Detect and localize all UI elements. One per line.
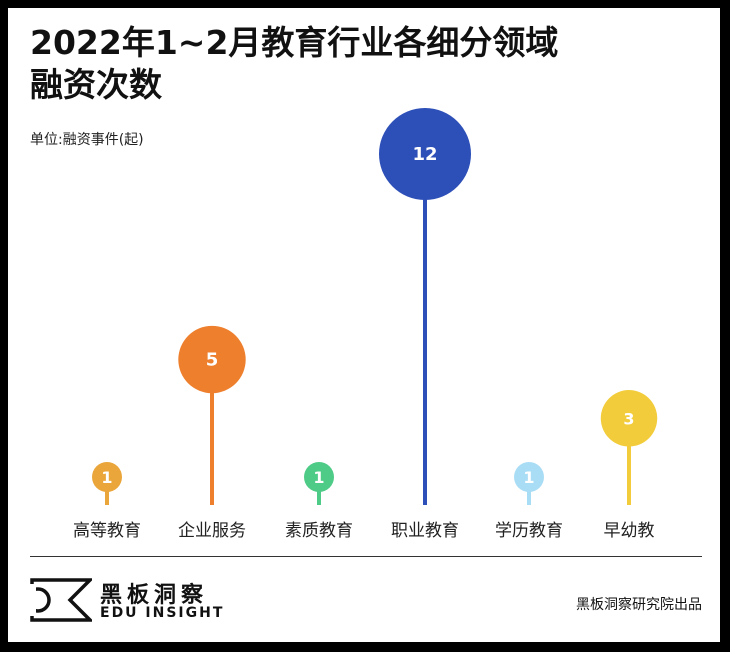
- lollipop-bubble: [514, 462, 544, 492]
- lollipop-chart: 1 高等教育 5 企业服务 1 素质教育 12 职业教育 1 学历教育 3 早幼教: [73, 108, 658, 541]
- chart-card: 2022年1~2月教育行业各细分领域 融资次数 单位:融资事件(起) 1 高等教育…: [8, 8, 720, 642]
- divider-line: [30, 556, 702, 557]
- chart-title: 2022年1~2月教育行业各细分领域 融资次数: [30, 22, 558, 106]
- brand-name-en: EDU INSIGHT: [100, 605, 225, 621]
- lollipop-bubble: [600, 390, 658, 447]
- lollipop-bubble: [178, 325, 246, 394]
- value-label: 5: [206, 350, 219, 371]
- category-label: 素质教育: [285, 521, 353, 541]
- lollipop-bubble: [92, 462, 122, 492]
- category-label: 高等教育: [73, 521, 141, 541]
- brand-name-cn: 黑板洞察: [100, 583, 209, 608]
- category-label: 早幼教: [604, 521, 655, 541]
- lollipop-bubble: [379, 108, 471, 200]
- title-line-1: 2022年1~2月教育行业各细分领域: [30, 23, 559, 62]
- value-label: 3: [623, 409, 634, 428]
- value-label: 12: [412, 144, 437, 165]
- value-label: 1: [101, 468, 112, 487]
- category-label: 职业教育: [391, 521, 459, 541]
- brand-logo-icon: [30, 578, 92, 622]
- title-line-2: 融资次数: [30, 65, 162, 104]
- category-label: 学历教育: [495, 521, 563, 541]
- value-label: 1: [523, 468, 534, 487]
- producer-credit: 黑板洞察研究院出品: [576, 597, 702, 613]
- lollipop-bubble: [304, 462, 334, 492]
- unit-label: 单位:融资事件(起): [30, 132, 144, 148]
- category-label: 企业服务: [178, 521, 246, 541]
- value-label: 1: [313, 468, 324, 487]
